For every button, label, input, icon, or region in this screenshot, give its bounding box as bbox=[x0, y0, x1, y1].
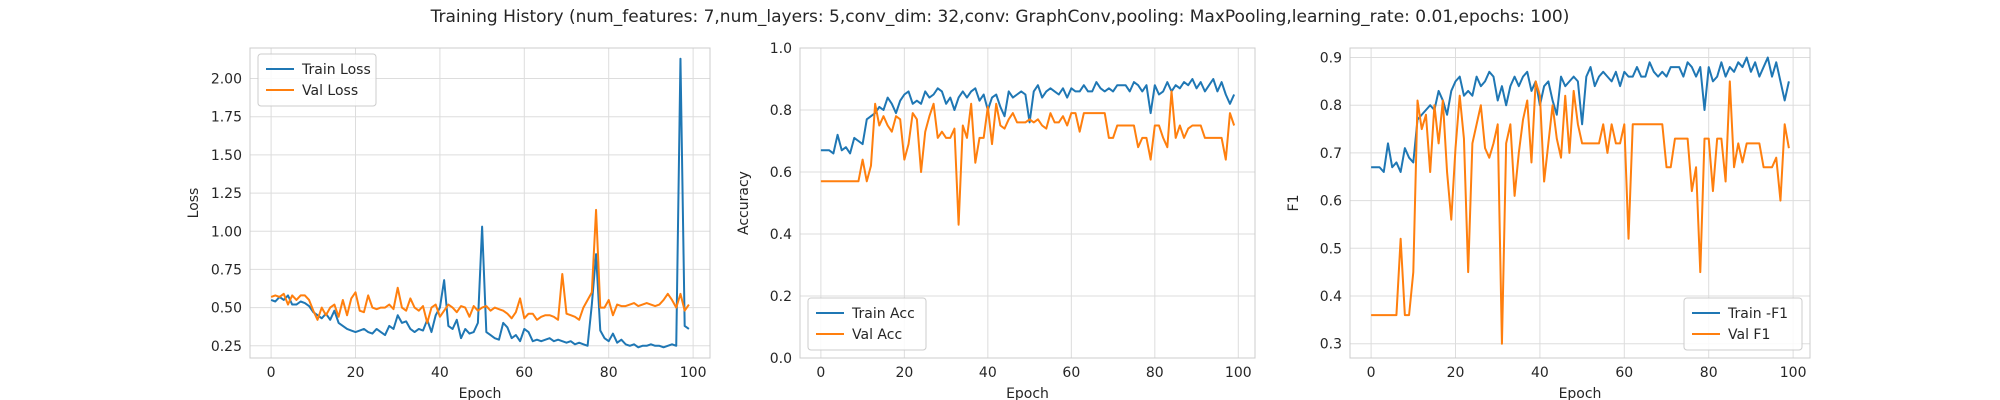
y-tick-label: 0.50 bbox=[211, 301, 242, 317]
y-tick-label: 0.3 bbox=[1320, 337, 1342, 353]
y-tick-label: 0.5 bbox=[1320, 241, 1342, 257]
series-line-train-loss bbox=[270, 57, 690, 349]
y-tick-label: 1.00 bbox=[211, 224, 242, 240]
x-tick-label: 40 bbox=[1531, 365, 1549, 381]
y-tick-label: 0.0 bbox=[770, 351, 792, 367]
legend-label: Train Loss bbox=[301, 62, 371, 78]
y-tick-label: 1.75 bbox=[211, 110, 242, 126]
legend-label: Train -F1 bbox=[1727, 306, 1788, 322]
x-tick-label: 20 bbox=[347, 365, 365, 381]
y-tick-label: 1.0 bbox=[770, 41, 792, 57]
series-line-val-acc bbox=[820, 90, 1236, 226]
legend: Train Acc Val Acc bbox=[807, 297, 927, 351]
x-tick-label: 100 bbox=[1225, 365, 1252, 381]
y-tick-label: 0.9 bbox=[1320, 51, 1342, 67]
legend-label: Val Acc bbox=[852, 327, 902, 343]
plot-frame bbox=[1349, 47, 1811, 359]
legend-label: Val F1 bbox=[1728, 327, 1770, 343]
y-tick-label: 0.4 bbox=[770, 227, 792, 243]
legend: Train -F1 Val F1 bbox=[1683, 297, 1803, 351]
chart-panel-3: 0 20 40 60 80 100 0.3 0.4 0.5 0.6 0.7 0.8 0.9 Epoch F1… bbox=[1286, 47, 1811, 400]
legend-label: Train Acc bbox=[851, 306, 915, 322]
series-line-train-f1 bbox=[1371, 56, 1790, 173]
legend: Train Loss Val Loss bbox=[257, 53, 377, 107]
y-axis-label: Accuracy bbox=[736, 171, 752, 235]
x-tick-label: 0 bbox=[816, 365, 825, 381]
x-tick-label: 40 bbox=[431, 365, 449, 381]
legend-box bbox=[807, 297, 927, 351]
figure-title: Training History (num_features: 7,num_la… bbox=[430, 7, 1570, 27]
x-axis-label: Epoch bbox=[1559, 386, 1602, 400]
y-tick-label: 0.6 bbox=[1320, 194, 1342, 210]
chart-panel-2: 0 20 40 60 80 100 0.0 0.2 0.4 0.6 0.8 1.0 Epoch Accur… bbox=[736, 41, 1256, 400]
x-tick-label: 60 bbox=[515, 365, 533, 381]
y-tick-label: 0.8 bbox=[1320, 98, 1342, 114]
y-tick-label: 0.4 bbox=[1320, 289, 1342, 305]
y-axis-label: F1 bbox=[1286, 195, 1302, 212]
x-tick-label: 20 bbox=[1447, 365, 1465, 381]
x-tick-label: 60 bbox=[1615, 365, 1633, 381]
x-tick-label: 100 bbox=[1780, 365, 1807, 381]
legend-label: Val Loss bbox=[302, 83, 358, 99]
x-tick-label: 60 bbox=[1062, 365, 1080, 381]
y-tick-label: 0.7 bbox=[1320, 146, 1342, 162]
y-tick-label: 0.6 bbox=[770, 165, 792, 181]
plot-frame bbox=[249, 47, 711, 359]
y-tick-label: 0.2 bbox=[770, 289, 792, 305]
x-tick-label: 20 bbox=[895, 365, 913, 381]
series-line-val-loss bbox=[270, 208, 690, 324]
y-tick-label: 1.25 bbox=[211, 186, 242, 202]
series-line-val-f1 bbox=[1371, 80, 1790, 345]
x-tick-label: 40 bbox=[979, 365, 997, 381]
series-line-train-acc bbox=[820, 78, 1236, 155]
x-tick-label: 0 bbox=[267, 365, 276, 381]
x-tick-label: 80 bbox=[1146, 365, 1164, 381]
x-tick-label: 100 bbox=[680, 365, 707, 381]
x-axis-label: Epoch bbox=[459, 386, 502, 400]
plot-frame bbox=[799, 47, 1256, 359]
y-tick-label: 0.75 bbox=[211, 262, 242, 278]
legend-box bbox=[257, 53, 377, 107]
x-tick-label: 80 bbox=[600, 365, 618, 381]
chart-panel-1: 0 20 40 60 80 100 0.25 0.50 0.75 1.00 1.25 1.50 1.75… bbox=[186, 47, 711, 400]
y-tick-label: 2.00 bbox=[211, 72, 242, 88]
x-axis-label: Epoch bbox=[1006, 386, 1049, 400]
y-tick-label: 0.8 bbox=[770, 103, 792, 119]
legend-box bbox=[1683, 297, 1803, 351]
y-tick-label: 0.25 bbox=[211, 339, 242, 355]
y-tick-label: 1.50 bbox=[211, 148, 242, 164]
x-tick-label: 0 bbox=[1367, 365, 1376, 381]
x-tick-label: 80 bbox=[1700, 365, 1718, 381]
y-axis-label: Loss bbox=[186, 188, 202, 219]
